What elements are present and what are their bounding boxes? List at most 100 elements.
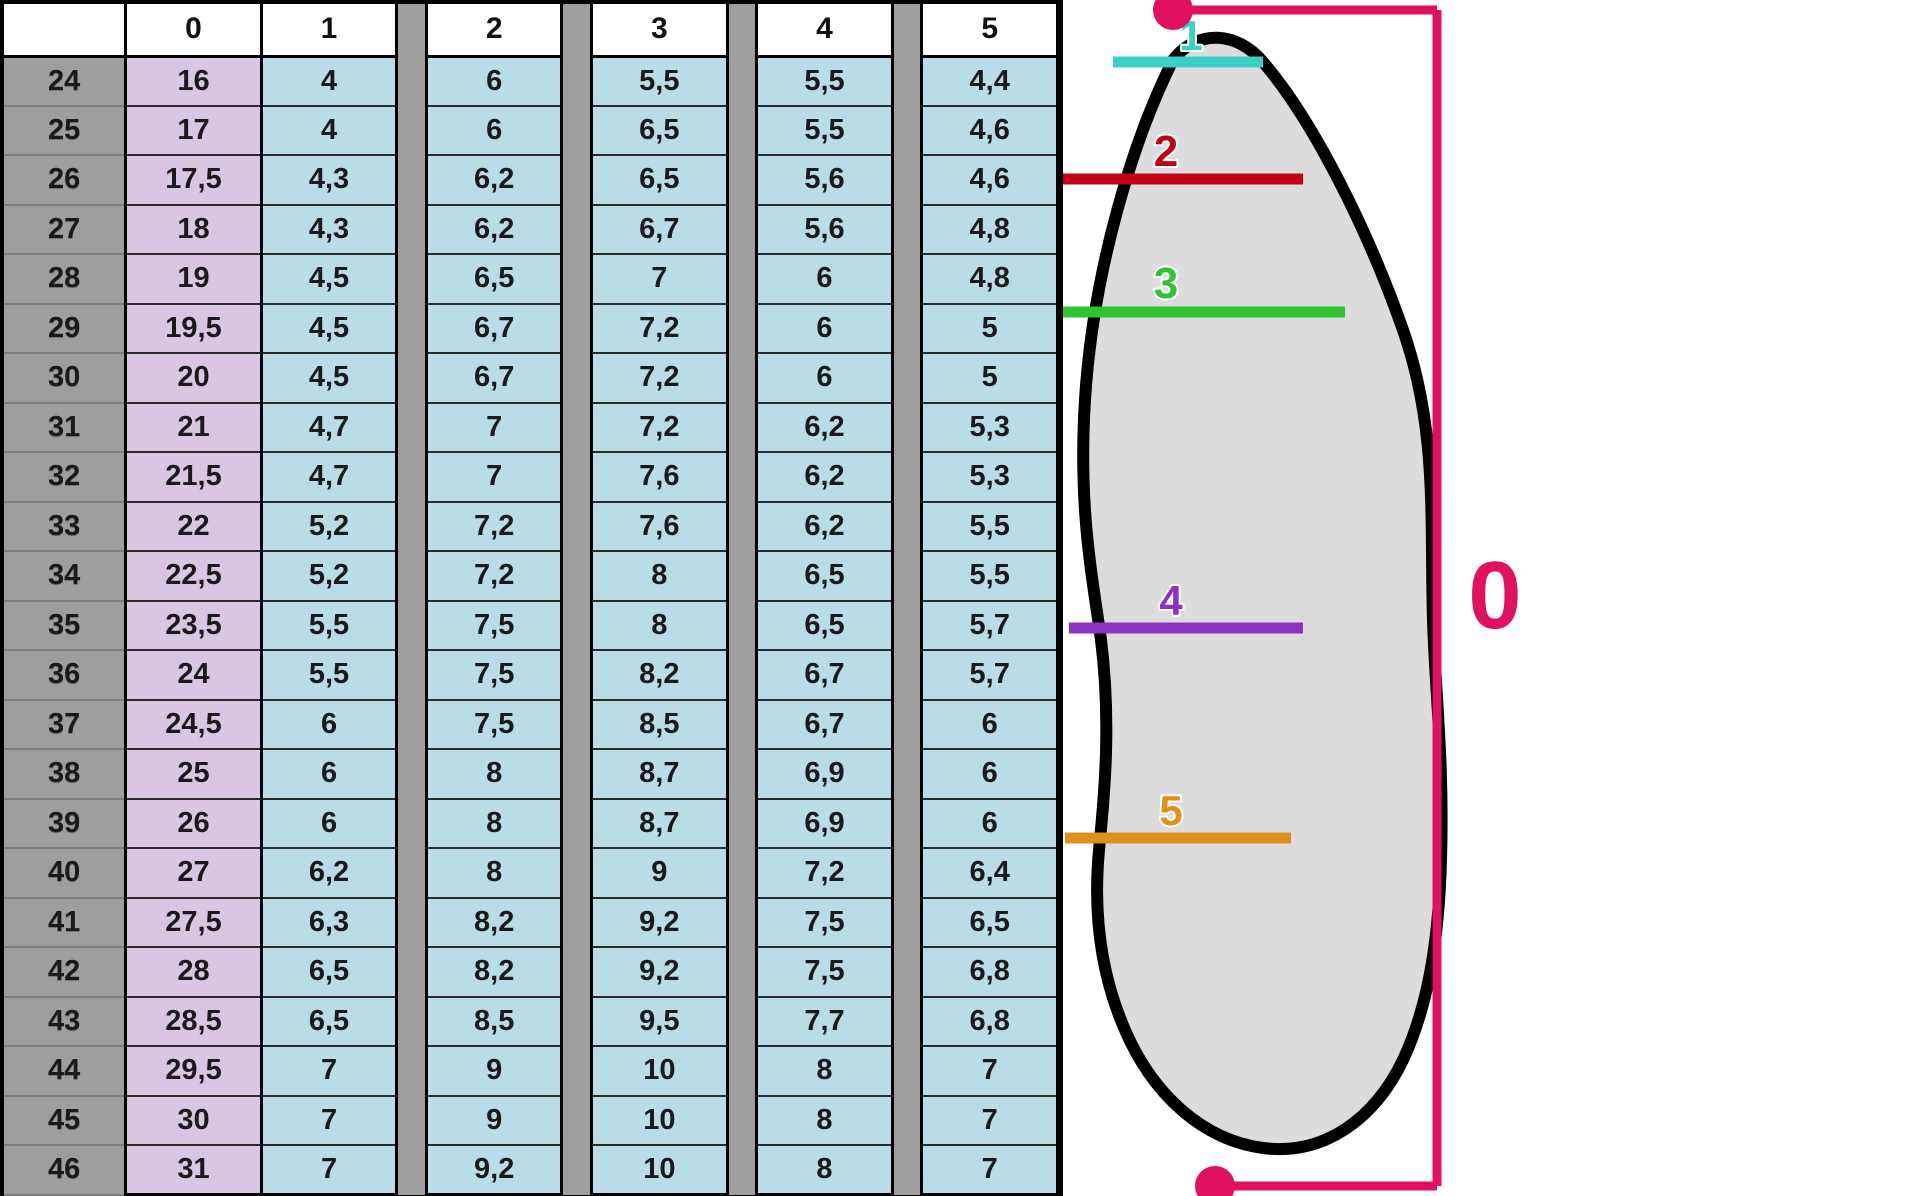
column-separator [727,1095,757,1145]
table-row: 41 27,5 6,3 8,2 9,2 7,5 6,5 [4,896,1059,948]
table-cell: 7,2 [424,550,564,602]
table-cell: 4 [259,104,399,156]
table-cell: 8 [424,847,564,899]
column-separator [396,897,427,947]
table-cell: 6,9 [755,748,894,800]
column-separator [892,353,922,403]
column-separator [561,353,592,403]
column-separator [727,897,757,947]
table-cell: 5,5 [755,104,894,156]
row-header-size: 36 [4,649,128,701]
table-cell: 4,3 [259,154,399,206]
column-separator [561,303,592,353]
table-cell: 7 [424,401,564,453]
table-cell: 7,5 [424,599,564,651]
table-cell: 8,7 [590,797,729,849]
table-cell: 9,2 [424,1144,564,1196]
column-separator [396,947,427,997]
measurement-label-2: 2 [1154,127,1178,176]
table-cell: 6,5 [590,104,729,156]
table-row: 25 17 4 6 6,5 5,5 4,6 [4,104,1059,156]
table-row: 26 17,5 4,3 6,2 6,5 5,6 4,6 [4,154,1059,206]
column-separator [892,551,922,601]
column-separator [892,650,922,700]
column-separator [892,204,922,254]
table-row: 45 30 7 9 10 8 7 [4,1094,1059,1146]
table-cell: 9 [424,1094,564,1146]
table-cell: 4 [259,55,399,107]
table-cell: 6,2 [755,500,894,552]
table-cell: 5,3 [920,401,1059,453]
table-cell: 19,5 [124,302,263,354]
table-cell: 6,5 [755,599,894,651]
column-separator [727,1145,757,1195]
table-row: 39 26 6 8 8,7 6,9 6 [4,797,1059,849]
column-separator [561,105,592,155]
column-separator [561,254,592,304]
column-separator-4 [892,4,922,56]
table-cell: 6,9 [755,797,894,849]
column-separator [396,452,427,502]
table-cell: 10 [590,1094,729,1146]
column-separator [892,1095,922,1145]
table-cell: 18 [124,203,263,255]
column-separator [892,798,922,848]
table-cell: 8 [424,748,564,800]
row-header-size: 45 [4,1094,128,1146]
column-separator [561,1095,592,1145]
column-separator [561,501,592,551]
table-cell: 5,5 [259,599,399,651]
length-endpoint-top-dot [1153,0,1193,30]
row-header-size: 25 [4,104,128,156]
length-endpoint-bottom-dot [1195,1166,1235,1196]
table-cell: 19 [124,253,263,305]
column-separator [396,699,427,749]
table-cell: 6,7 [755,649,894,701]
table-cell: 8 [755,1144,894,1196]
table-cell: 6,2 [424,154,564,206]
table-cell: 5,5 [920,500,1059,552]
table-cell: 7,2 [424,500,564,552]
table-cell: 20 [124,352,263,404]
table-row: 27 18 4,3 6,2 6,7 5,6 4,8 [4,203,1059,255]
table-cell: 5,2 [259,550,399,602]
table-cell: 4,5 [259,302,399,354]
table-cell: 6 [259,797,399,849]
table-cell: 6 [920,748,1059,800]
table-cell: 4,8 [920,253,1059,305]
row-header-size: 42 [4,946,128,998]
table-cell: 27,5 [124,896,263,948]
table-row: 36 24 5,5 7,5 8,2 6,7 5,7 [4,649,1059,701]
table-cell: 6,5 [424,253,564,305]
table-cell: 9,2 [590,946,729,998]
table-cell: 4,3 [259,203,399,255]
table-cell: 6 [755,253,894,305]
table-cell: 7,2 [590,352,729,404]
measurement-label-5: 5 [1159,787,1182,834]
column-separator [396,798,427,848]
column-separator [727,501,757,551]
column-separator [892,254,922,304]
table-cell: 7,7 [755,995,894,1047]
table-cell: 6,3 [259,896,399,948]
table-cell: 4,7 [259,401,399,453]
column-separator [727,402,757,452]
row-header-size: 33 [4,500,128,552]
row-header-size: 26 [4,154,128,206]
table-cell: 30 [124,1094,263,1146]
column-separator [561,551,592,601]
row-header-size: 39 [4,797,128,849]
table-cell: 6 [424,55,564,107]
table-row: 37 24,5 6 7,5 8,5 6,7 6 [4,698,1059,750]
table-row: 28 19 4,5 6,5 7 6 4,8 [4,253,1059,305]
table-cell: 7,2 [590,401,729,453]
column-separator [396,749,427,799]
column-header-3: 3 [590,4,729,58]
column-header-1: 1 [259,4,399,58]
column-separator [892,105,922,155]
table-cell: 6 [920,698,1059,750]
column-separator [561,798,592,848]
table-row: 46 31 7 9,2 10 8 7 [4,1144,1059,1196]
column-separator [396,303,427,353]
